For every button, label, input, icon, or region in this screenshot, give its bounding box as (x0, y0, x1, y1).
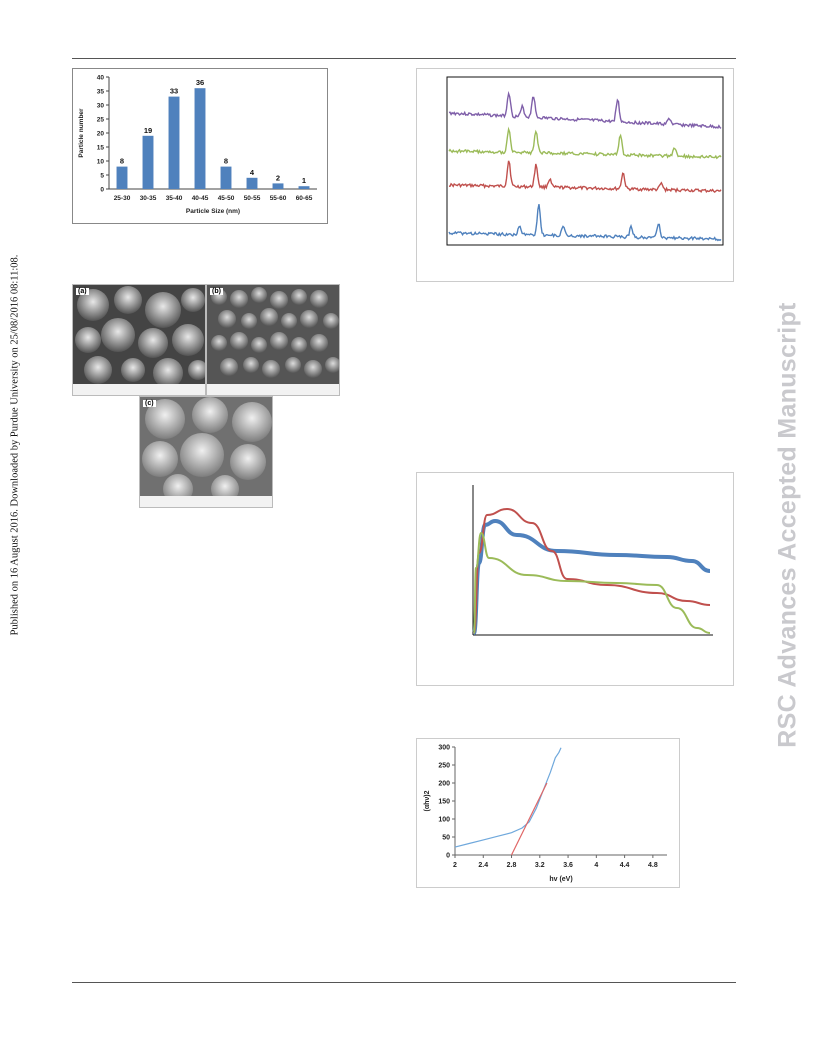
x-axis-title: Particle Size (nm) (186, 208, 240, 215)
x-tick-label: 3.2 (535, 862, 545, 869)
sem-info-bar-c (140, 496, 272, 507)
bar-data-label: 4 (250, 168, 255, 177)
watermark-text: RSC Advances Accepted Manuscript (773, 302, 802, 748)
y-tick-label: 30 (97, 103, 105, 110)
x-tick-label: 50-55 (244, 195, 261, 202)
x-axis-title: hv (eV) (549, 876, 572, 883)
y-tick-label: 35 (97, 89, 105, 96)
y-tick-label: 5 (100, 173, 104, 180)
x-tick-label: 4 (594, 862, 598, 869)
sem-label-a: (a) (76, 288, 89, 295)
bar (116, 166, 128, 189)
bar (142, 135, 154, 189)
spectrum-series-line (473, 531, 711, 634)
bar-data-label: 8 (120, 157, 124, 166)
bar-data-label: 19 (144, 126, 152, 135)
bar (220, 166, 232, 189)
plot-frame (446, 76, 724, 246)
xrd-series-line (448, 126, 722, 160)
x-tick-label: 4.8 (648, 862, 658, 869)
xrd-series-line (448, 160, 722, 194)
xrd-chart (446, 76, 724, 246)
spectrum-series-line (472, 518, 711, 635)
x-tick-label: 45-50 (218, 195, 235, 202)
bar-data-label: 36 (196, 78, 204, 87)
y-tick-label: 250 (438, 763, 450, 770)
bar (168, 96, 180, 189)
y-tick-label: 50 (442, 835, 450, 842)
x-tick-label: 40-45 (192, 195, 209, 202)
y-tick-label: 300 (438, 745, 450, 752)
sem-image-c: (c) (139, 396, 273, 508)
sem-texture-b (207, 285, 339, 395)
tauc-chart: 0 50 100 150 200 250 300 2 2.4 2.8 3.2 3.6 4 4.4 4.8 hv… (424, 745, 667, 883)
y-tick-label: 20 (97, 131, 105, 138)
y-tick-label: 0 (446, 853, 450, 860)
x-tick-label: 25-30 (114, 195, 131, 202)
sem-label-c: (c) (143, 400, 156, 407)
x-tick-label: 2 (453, 862, 457, 869)
histogram-chart: 0 5 10 15 20 25 30 35 40 8 25-30 19 30-35 33 35-40 36 40… (78, 75, 317, 215)
xrd-figure (416, 68, 734, 282)
x-tick-label: 35-40 (166, 195, 183, 202)
spectra-figure (416, 472, 734, 686)
tauc-curve (454, 747, 562, 848)
y-tick-label: 150 (438, 799, 450, 806)
sem-info-bar-b (207, 384, 339, 395)
y-tick-label: 200 (438, 781, 450, 788)
y-tick-label: 40 (97, 75, 105, 82)
y-tick-label: 25 (97, 117, 105, 124)
y-tick-label: 15 (97, 145, 105, 152)
xrd-series-line (448, 204, 722, 242)
publication-note: Published on 16 August 2016. Downloaded … (9, 254, 21, 636)
y-tick-label: 0 (100, 187, 104, 194)
bar (298, 186, 310, 189)
x-tick-label: 30-35 (140, 195, 157, 202)
x-tick-label: 2.8 (507, 862, 517, 869)
spectra-chart (472, 485, 713, 636)
x-tick-label: 2.4 (478, 862, 488, 869)
tauc-figure: 0 50 100 150 200 250 300 2 2.4 2.8 3.2 3.6 4 4.4 4.8 hv… (416, 738, 680, 888)
sem-texture-a (73, 285, 205, 395)
x-tick-label: 55-60 (270, 195, 287, 202)
x-tick-label: 3.6 (563, 862, 573, 869)
header-rule (72, 58, 736, 59)
spectrum-series-line (473, 507, 711, 634)
bar-data-label: 1 (302, 176, 306, 185)
y-tick-label: 10 (97, 159, 105, 166)
tauc-fit-line (510, 782, 548, 856)
sem-label-b: (b) (210, 288, 223, 295)
bar (272, 183, 284, 189)
histogram-figure: 0 5 10 15 20 25 30 35 40 8 25-30 19 30-35 33 35-40 36 40… (72, 68, 328, 224)
bar-data-label: 33 (170, 87, 178, 96)
y-axis-title: Particle number (78, 108, 85, 158)
y-tick-label: 100 (438, 817, 450, 824)
sem-texture-c (140, 397, 272, 507)
footer-rule (72, 982, 736, 983)
manuscript-watermark: RSC Advances Accepted Manuscript (760, 0, 816, 1056)
xrd-series-line (448, 90, 722, 129)
sem-image-b: (b) (206, 284, 340, 396)
bar (194, 88, 206, 189)
x-tick-label: 60-65 (296, 195, 313, 202)
x-tick-label: 4.4 (620, 862, 630, 869)
bar-data-label: 8 (224, 157, 228, 166)
sem-image-a: (a) (72, 284, 206, 396)
y-axis-title: (αhν)2 (424, 790, 431, 811)
publication-sidebar: Published on 16 August 2016. Downloaded … (0, 0, 30, 1056)
bar (246, 177, 258, 189)
bar-data-label: 2 (276, 173, 280, 182)
sem-info-bar-a (73, 384, 205, 395)
